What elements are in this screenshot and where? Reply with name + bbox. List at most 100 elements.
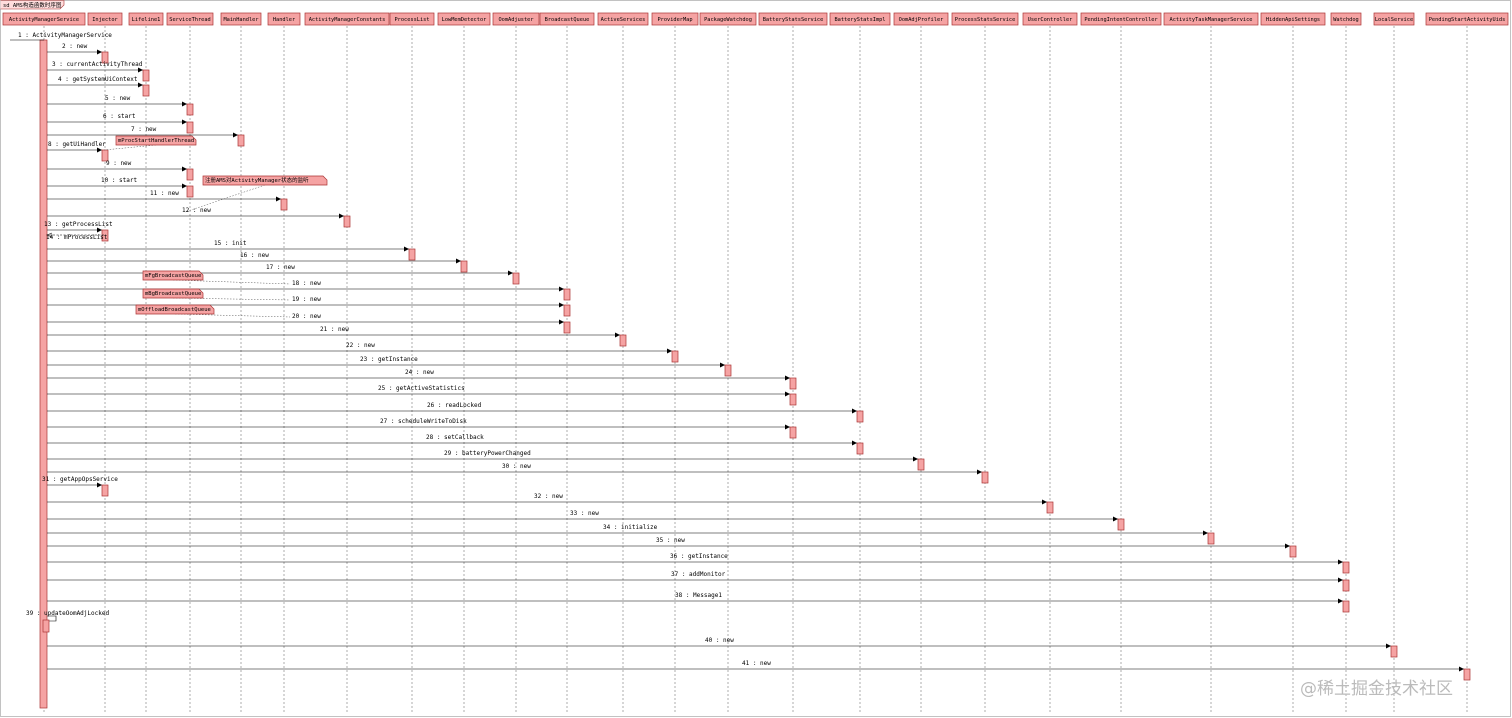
message-label: 18 : new — [292, 280, 321, 287]
participant-label: Lifeline1 — [132, 17, 161, 23]
participant-box — [951, 12, 1019, 26]
activation — [1463, 668, 1471, 681]
participant-box — [699, 12, 757, 26]
arrow-head — [1459, 666, 1464, 672]
note — [142, 270, 204, 281]
activation — [563, 304, 571, 317]
frame-title: sd AMS构造函数时序图 — [3, 1, 62, 9]
participant-label: ActiveServices — [601, 17, 646, 23]
arrow-head — [667, 348, 672, 354]
participant-box — [1163, 12, 1259, 26]
note-text: mProcStartHandlerThread — [118, 138, 194, 144]
arrow-head — [97, 227, 102, 233]
participant-label: LocalService — [1375, 17, 1413, 23]
message-label: 2 : new — [62, 43, 88, 50]
arrow-head — [559, 302, 564, 308]
participant-box — [1080, 12, 1162, 26]
message-label: 34 : initialize — [603, 524, 658, 531]
participant-label: BatteryStatsService — [763, 17, 824, 23]
activation — [101, 51, 109, 64]
participant-label: ProviderMap — [657, 17, 692, 23]
activation — [724, 364, 732, 377]
activation — [619, 334, 627, 347]
message-label: 10 : start — [101, 177, 138, 184]
activation — [460, 260, 468, 273]
participant-label: MainHandler — [223, 17, 258, 23]
note-text: mBgBroadcastQueue — [145, 291, 201, 297]
message-label: 6 : start — [103, 113, 136, 120]
watermark: @稀土掘金技术社区 — [1300, 679, 1453, 699]
activation — [186, 121, 194, 134]
participant-box — [1373, 12, 1415, 26]
message-label: 23 : getInstance — [360, 356, 418, 363]
activation — [142, 84, 150, 97]
activation — [343, 215, 351, 228]
arrow-head — [785, 424, 790, 430]
activation — [563, 288, 571, 301]
arrow-head — [97, 147, 102, 153]
message-label: 14 : mProcessList — [46, 234, 108, 241]
activation — [1342, 579, 1350, 592]
participant-label: Watchdog — [1333, 17, 1359, 23]
participant-box — [87, 12, 123, 26]
arrow-head — [1338, 577, 1343, 583]
participant-label: PendingIntentController — [1084, 17, 1157, 23]
message-label: 29 : batteryPowerChanged — [444, 450, 531, 457]
arrow-head — [97, 482, 102, 488]
message-label: 26 : readLocked — [427, 402, 482, 409]
activation — [186, 168, 194, 181]
participant-box — [597, 12, 649, 26]
note — [135, 304, 215, 315]
message-label: 35 : new — [656, 537, 685, 544]
participant-label: ActivityManagerService — [9, 17, 79, 23]
message-label: 5 : new — [105, 95, 131, 102]
activation — [981, 471, 989, 484]
activation — [917, 458, 925, 471]
participant-label: LowMemDetector — [442, 17, 487, 23]
message-label: 3 : currentActivityThread — [52, 61, 143, 68]
participant-box — [166, 12, 214, 26]
participant-box — [651, 12, 699, 26]
arrow-head — [456, 258, 461, 264]
activation — [563, 321, 571, 334]
message-label: 13 : getProcessList — [44, 221, 113, 228]
message-label: 27 : scheduleWriteToDisk — [380, 418, 467, 425]
message-label: 33 : new — [570, 510, 599, 517]
self-message — [47, 615, 57, 622]
activation — [142, 69, 150, 82]
arrow-head — [138, 82, 143, 88]
activation — [101, 229, 109, 242]
activation — [1046, 501, 1054, 514]
note-connector — [174, 313, 291, 318]
arrow-head — [1338, 559, 1343, 565]
message-label: 15 : init — [214, 240, 247, 247]
message-label: 30 : new — [502, 463, 531, 470]
participant-box — [267, 12, 301, 26]
arrow-head — [182, 119, 187, 125]
activation — [101, 484, 109, 497]
arrow-head — [1042, 499, 1047, 505]
activation — [789, 377, 797, 390]
participant-box — [492, 12, 540, 26]
participant-label: ProcessStatsService — [955, 17, 1016, 23]
note — [202, 175, 328, 186]
activation — [1342, 600, 1350, 613]
participant-label: BroadcastQueue — [545, 17, 590, 23]
arrow-head — [913, 456, 918, 462]
note-connector — [184, 184, 266, 213]
message-label: 40 : new — [705, 637, 734, 644]
participant-box — [1425, 12, 1509, 26]
participant-label: PackageWatchdog — [704, 17, 752, 23]
participant-box — [1330, 12, 1362, 26]
participant-label: BatteryStatsImpl — [834, 17, 885, 23]
participant-label: ServiceThread — [169, 17, 210, 23]
participant-box — [758, 12, 828, 26]
message-label: 19 : new — [292, 296, 321, 303]
message-label: 8 : getUiHandler — [48, 141, 106, 148]
participant-label: ActivityTaskManagerService — [1170, 17, 1253, 23]
note-connector — [103, 144, 157, 151]
message-label: 32 : new — [534, 493, 563, 500]
arrow-head — [1338, 598, 1343, 604]
